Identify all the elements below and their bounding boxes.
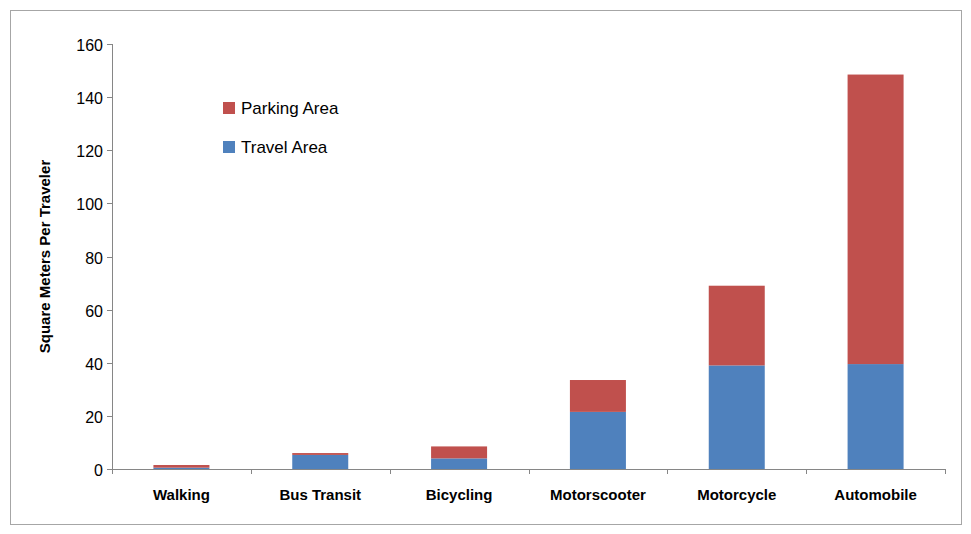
y-tick-label: 80 <box>85 250 103 267</box>
x-tick-label: Motorscooter <box>550 486 646 503</box>
x-axis-line <box>112 469 945 470</box>
y-tick-label: 100 <box>76 196 103 213</box>
bar-segment <box>292 453 348 455</box>
bar-segment <box>709 286 765 366</box>
y-tick <box>107 150 112 151</box>
x-tick-label: Automobile <box>834 486 917 503</box>
x-tick <box>112 469 113 474</box>
bar-segment <box>570 380 626 412</box>
chart: 0 20 40 60 80 100 120 140 160 Square Meters Per T… <box>0 0 971 534</box>
x-tick-label: Bicycling <box>426 486 493 503</box>
x-tick <box>251 469 252 474</box>
chart-frame <box>11 11 962 525</box>
x-tick <box>667 469 668 474</box>
x-tick-label: Walking <box>153 486 210 503</box>
bar-segment <box>431 446 487 458</box>
y-tick <box>107 97 112 98</box>
bar-segment <box>292 455 348 469</box>
x-tick <box>806 469 807 474</box>
y-tick-label: 60 <box>85 303 103 320</box>
bar-segment <box>153 468 209 469</box>
y-tick <box>107 310 112 311</box>
legend-label: Travel Area <box>241 138 328 157</box>
y-tick <box>107 44 112 45</box>
x-tick <box>390 469 391 474</box>
y-tick-label: 0 <box>94 462 103 479</box>
y-tick <box>107 257 112 258</box>
x-tick <box>945 469 946 474</box>
y-tick-label: 140 <box>76 90 103 107</box>
y-axis-label: Square Meters Per Traveler <box>36 160 53 354</box>
y-axis-line <box>112 44 113 469</box>
legend-label: Parking Area <box>241 99 339 118</box>
y-tick-label: 20 <box>85 409 103 426</box>
x-tick-label: Motorcycle <box>697 486 776 503</box>
bars <box>153 75 903 469</box>
x-tick-label: Bus Transit <box>279 486 361 503</box>
legend-swatch <box>223 141 235 153</box>
bar-segment <box>848 75 904 365</box>
bar-segment <box>709 365 765 469</box>
y-tick-label: 160 <box>76 37 103 54</box>
bar-segment <box>153 465 209 468</box>
bar-segment <box>848 364 904 469</box>
x-tick <box>529 469 530 474</box>
legend: Parking Area Travel Area <box>223 99 339 157</box>
y-tick <box>107 416 112 417</box>
bar-segment <box>431 458 487 469</box>
y-tick-label: 120 <box>76 143 103 160</box>
bar-segment <box>570 412 626 469</box>
y-tick <box>107 203 112 204</box>
legend-swatch <box>223 102 235 114</box>
y-tick <box>107 363 112 364</box>
y-tick <box>107 469 112 470</box>
y-tick-label: 40 <box>85 356 103 373</box>
page: {"chart_data": {"type": "bar", "stacked"… <box>0 0 971 534</box>
